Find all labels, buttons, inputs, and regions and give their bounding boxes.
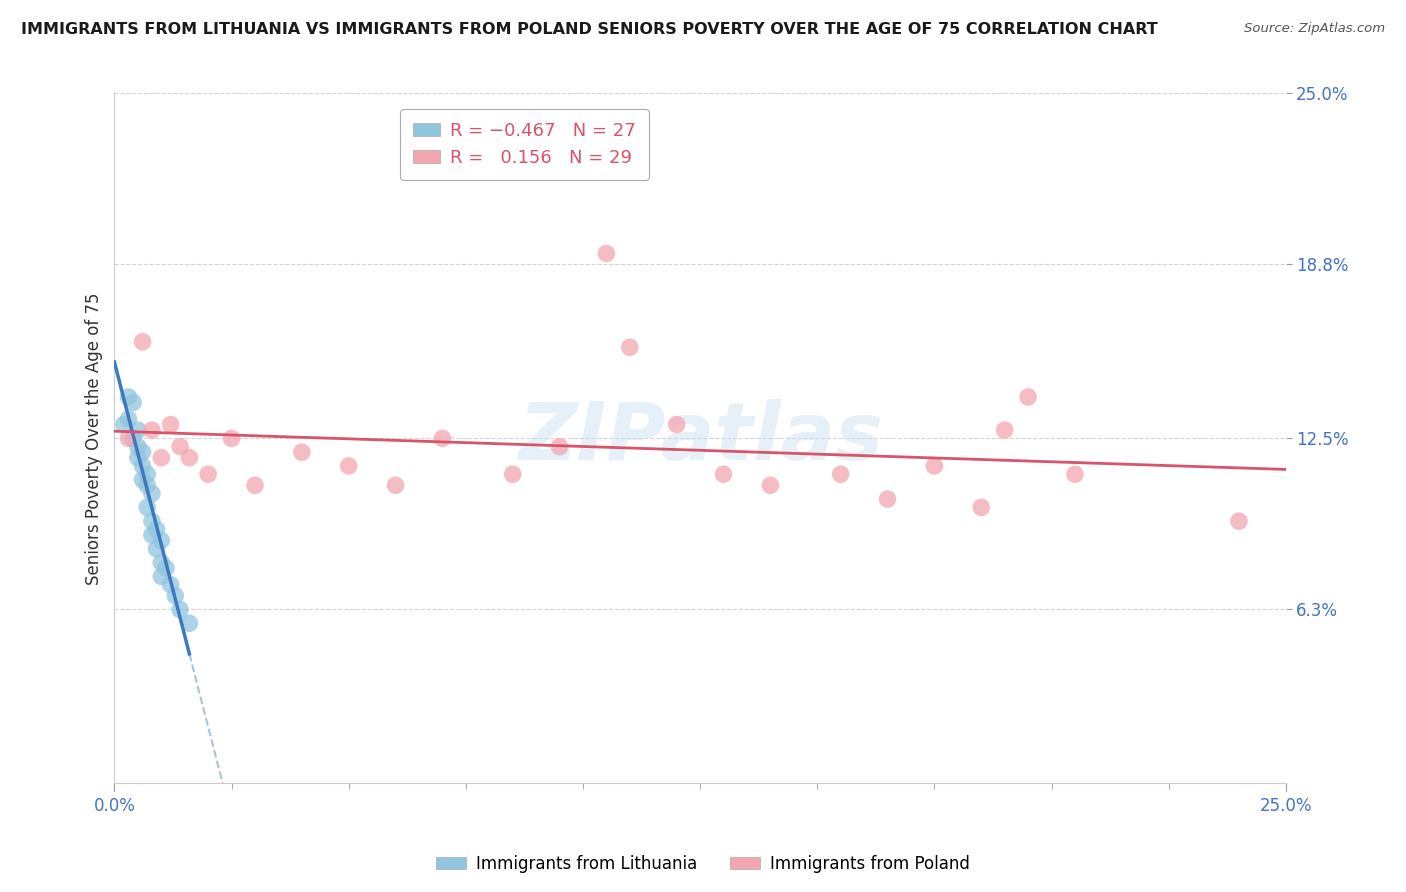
Point xyxy=(876,492,898,507)
Point xyxy=(131,473,153,487)
Text: IMMIGRANTS FROM LITHUANIA VS IMMIGRANTS FROM POLAND SENIORS POVERTY OVER THE AGE: IMMIGRANTS FROM LITHUANIA VS IMMIGRANTS … xyxy=(21,22,1157,37)
Point xyxy=(1227,514,1250,528)
Point xyxy=(221,431,243,445)
Point xyxy=(127,423,149,437)
Point xyxy=(1064,467,1087,482)
Point xyxy=(117,431,139,445)
Point xyxy=(150,556,173,570)
Point xyxy=(291,445,314,459)
Point xyxy=(665,417,688,432)
Legend: Immigrants from Lithuania, Immigrants from Poland: Immigrants from Lithuania, Immigrants fr… xyxy=(429,848,977,880)
Point xyxy=(127,450,149,465)
Point xyxy=(619,340,641,354)
Point xyxy=(197,467,219,482)
Text: Source: ZipAtlas.com: Source: ZipAtlas.com xyxy=(1244,22,1385,36)
Legend: R = −0.467   N = 27, R =   0.156   N = 29: R = −0.467 N = 27, R = 0.156 N = 29 xyxy=(399,110,648,179)
Point xyxy=(179,616,201,631)
Point xyxy=(112,417,135,432)
Point xyxy=(243,478,266,492)
Point xyxy=(141,528,163,542)
Point xyxy=(141,423,163,437)
Point xyxy=(150,569,173,583)
Point xyxy=(337,458,360,473)
Point xyxy=(131,445,153,459)
Point xyxy=(136,467,159,482)
Point xyxy=(595,246,617,260)
Point xyxy=(179,450,201,465)
Point xyxy=(122,431,145,445)
Point xyxy=(122,395,145,409)
Point xyxy=(169,602,191,616)
Point xyxy=(117,412,139,426)
Point xyxy=(150,533,173,548)
Point xyxy=(127,440,149,454)
Point xyxy=(759,478,782,492)
Point xyxy=(141,514,163,528)
Point xyxy=(145,541,167,556)
Point xyxy=(384,478,406,492)
Point xyxy=(131,458,153,473)
Point xyxy=(145,523,167,537)
Point xyxy=(713,467,735,482)
Point xyxy=(169,440,191,454)
Point xyxy=(136,500,159,515)
Point xyxy=(432,431,454,445)
Point xyxy=(994,423,1017,437)
Point xyxy=(159,577,181,591)
Point xyxy=(159,417,181,432)
Point xyxy=(117,390,139,404)
Point xyxy=(165,589,187,603)
Point xyxy=(548,440,571,454)
Point xyxy=(1017,390,1039,404)
Point xyxy=(970,500,993,515)
Point xyxy=(924,458,946,473)
Text: ZIPatlas: ZIPatlas xyxy=(517,400,883,477)
Point xyxy=(141,486,163,500)
Point xyxy=(131,334,153,349)
Point xyxy=(136,478,159,492)
Point xyxy=(150,450,173,465)
Y-axis label: Seniors Poverty Over the Age of 75: Seniors Poverty Over the Age of 75 xyxy=(86,292,103,584)
Point xyxy=(155,561,177,575)
Point xyxy=(502,467,524,482)
Point xyxy=(830,467,852,482)
